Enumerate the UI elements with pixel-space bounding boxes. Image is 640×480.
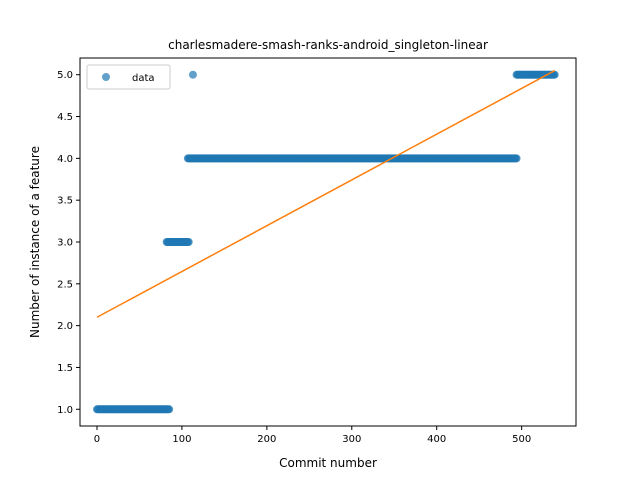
legend-marker (102, 73, 110, 81)
y-tick-label: 4.0 (57, 154, 73, 165)
y-tick-label: 1.5 (57, 363, 73, 374)
fit-line (96, 69, 556, 318)
x-tick-label: 0 (94, 434, 100, 445)
y-tick-label: 3.5 (57, 196, 73, 207)
legend: data (86, 64, 171, 90)
data-point (188, 70, 197, 79)
x-tick-label: 200 (257, 434, 276, 445)
x-axis-label: Commit number (279, 456, 377, 470)
legend-box (86, 64, 171, 90)
data-point (550, 70, 559, 79)
x-tick-label: 300 (342, 434, 361, 445)
axes-frame (79, 57, 577, 427)
x-tick-label: 100 (172, 434, 191, 445)
data-point (165, 405, 174, 414)
y-tick-label: 1.0 (57, 405, 73, 416)
plot-area (92, 69, 559, 414)
y-axis-label: Number of instance of a feature (28, 146, 42, 338)
data-point (512, 154, 521, 163)
data-point (184, 238, 193, 246)
y-tick-label: 4.5 (57, 112, 73, 123)
y-tick-label: 2.0 (57, 321, 73, 332)
y-tick-label: 3.0 (57, 238, 73, 249)
x-tick-label: 400 (427, 434, 446, 445)
y-tick-label: 2.5 (57, 279, 73, 290)
y-tick-label: 5.0 (57, 70, 73, 81)
x-tick-label: 500 (512, 434, 531, 445)
chart-title: charlesmadere-smash-ranks-android_single… (168, 38, 488, 52)
legend-label-data: data (132, 73, 155, 84)
ticks: 0 100 200 300 400 500 1.0 1.5 2.0 2.5 3.0 3.5 4.0 4.5… (57, 70, 531, 445)
